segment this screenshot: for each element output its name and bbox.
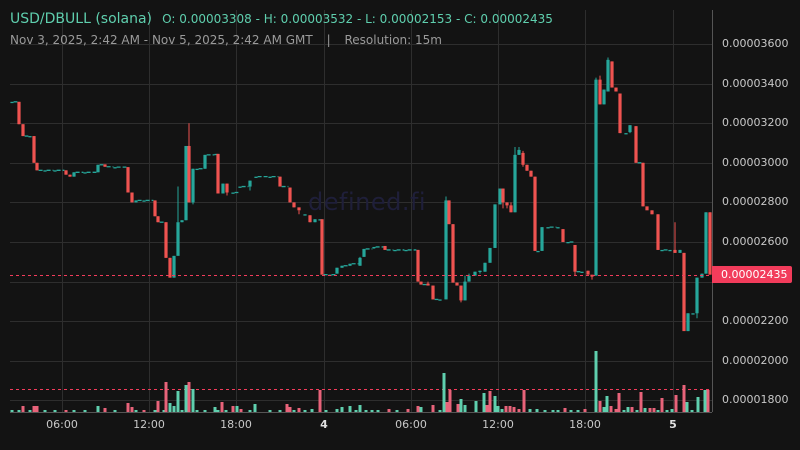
time-tick-label: 18:00: [569, 418, 601, 431]
time-tick-label: 12:00: [482, 418, 514, 431]
time-tick-label: 4: [320, 418, 328, 431]
price-tick-label: 0.00002600: [722, 235, 789, 248]
chart-header: USD/DBULL (solana) O: 0.00003308 - H: 0.…: [10, 11, 553, 27]
price-tick-label: 0.00003400: [722, 76, 789, 90]
price-tick-label: 0.00001800: [722, 393, 789, 407]
price-tick-label: 0.00003000: [722, 155, 789, 169]
symbol-label: USD/DBULL (solana): [10, 11, 153, 27]
price-tick-label: 0.00003200: [722, 116, 789, 130]
time-tick-label: 06:00: [46, 418, 78, 431]
last-price-tag: 0.00002435: [712, 266, 792, 283]
time-tick-label: 5: [669, 418, 677, 431]
time-tick-label: 18:00: [220, 418, 252, 431]
chart-subheader: Nov 3, 2025, 2:42 AM - Nov 5, 2025, 2:42…: [10, 33, 442, 47]
time-tick-label: 12:00: [133, 418, 165, 431]
separator: |: [326, 33, 331, 47]
resolution-label: Resolution: 15m: [344, 33, 442, 47]
ohlc-values: O: 0.00003308 - H: 0.00003532 - L: 0.000…: [162, 12, 553, 26]
price-tick-label: 0.00002200: [722, 314, 789, 328]
watermark: defined.fi: [308, 188, 427, 216]
price-tick-label: 0.00003600: [722, 37, 789, 50]
price-tick-label: 0.00002000: [722, 353, 789, 367]
time-tick-label: 06:00: [395, 418, 427, 431]
price-tick-label: 0.00002800: [722, 195, 789, 209]
date-range: Nov 3, 2025, 2:42 AM - Nov 5, 2025, 2:42…: [10, 33, 313, 47]
